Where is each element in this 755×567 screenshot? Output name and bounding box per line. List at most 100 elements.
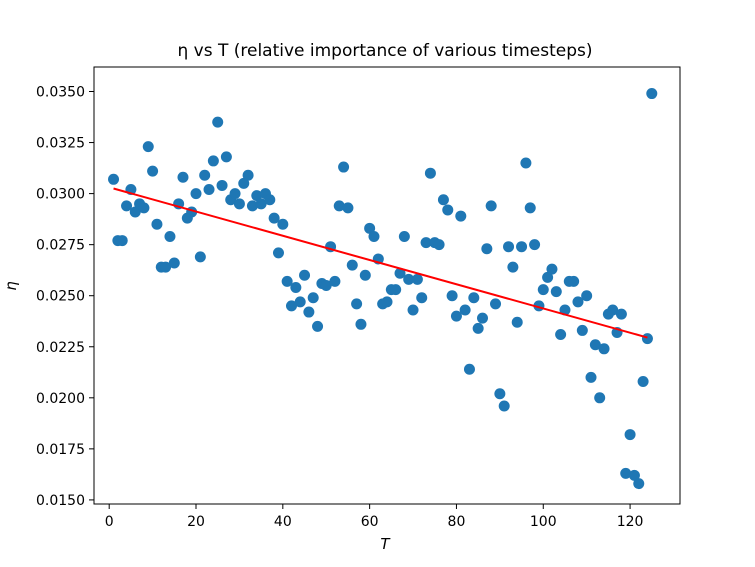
data-point [516, 241, 528, 253]
data-point [450, 310, 462, 322]
x-tick-label: 40 [274, 514, 292, 530]
data-point [333, 200, 345, 212]
data-point [550, 286, 562, 298]
data-point [607, 304, 619, 316]
plot-frame [93, 66, 681, 505]
data-point [507, 261, 519, 273]
data-point [615, 308, 627, 320]
data-point [164, 230, 176, 242]
y-axis: 0.0150 0.0175 0.0200 0.0225 0.0250 0.0275 0.03… [36, 85, 94, 509]
data-point [338, 161, 350, 173]
y-axis-label: η [2, 281, 20, 291]
data-point [281, 275, 293, 287]
data-point [490, 298, 502, 310]
data-point [212, 116, 224, 128]
trend-line [113, 187, 648, 339]
data-point [494, 388, 506, 400]
data-point [633, 478, 645, 490]
data-point [229, 188, 241, 200]
x-axis-label: T [380, 535, 391, 553]
data-point [238, 177, 250, 189]
data-point [203, 184, 215, 196]
data-point [207, 155, 219, 167]
data-point [381, 296, 393, 308]
data-point [589, 339, 601, 351]
data-point [108, 173, 120, 185]
data-point [485, 200, 497, 212]
data-point [416, 292, 428, 304]
data-point [355, 318, 367, 330]
x-tick-label: 120 [617, 514, 644, 530]
data-point [594, 392, 606, 404]
chart-title: η vs T (relative importance of various t… [177, 41, 592, 61]
data-point [437, 194, 449, 206]
data-point [351, 298, 363, 310]
data-point [520, 157, 532, 169]
data-point [637, 375, 649, 387]
data-point [342, 202, 354, 214]
data-point [524, 202, 536, 214]
data-point [142, 141, 154, 153]
data-point [628, 469, 640, 481]
data-point [546, 263, 558, 275]
data-point [277, 218, 289, 230]
data-point [433, 239, 445, 251]
data-point [581, 290, 593, 302]
data-point [459, 304, 471, 316]
data-point [542, 271, 554, 283]
data-point [537, 284, 549, 296]
data-point [403, 273, 415, 285]
data-point [290, 282, 302, 294]
y-tick-label: 0.0300 [36, 187, 85, 203]
data-point [407, 304, 419, 316]
data-point [151, 218, 163, 230]
data-point [329, 275, 341, 287]
data-point [498, 400, 510, 412]
data-point [147, 165, 159, 177]
data-point [555, 329, 567, 341]
data-point [394, 267, 406, 279]
y-tick-label: 0.0200 [36, 391, 85, 407]
data-point [168, 257, 180, 269]
data-point [568, 275, 580, 287]
data-point [463, 363, 475, 375]
data-point [598, 343, 610, 355]
data-point [121, 200, 133, 212]
data-point [138, 202, 150, 214]
data-point [286, 300, 297, 312]
data-point [129, 206, 141, 218]
data-point [477, 312, 488, 324]
y-tick-label: 0.0175 [36, 442, 85, 458]
data-point [576, 324, 588, 336]
y-tick-label: 0.0325 [36, 136, 85, 152]
data-point [220, 151, 232, 163]
data-point [364, 222, 376, 234]
data-point [255, 198, 267, 210]
y-tick-label: 0.0150 [36, 493, 85, 509]
data-point [411, 273, 423, 285]
data-point [390, 284, 402, 296]
data-point [307, 292, 319, 304]
data-point [303, 306, 315, 318]
data-point [233, 198, 245, 210]
data-point [503, 241, 515, 253]
data-point [246, 200, 258, 212]
data-point [242, 169, 254, 181]
data-point [472, 322, 484, 334]
data-point [398, 230, 410, 242]
y-tick-label: 0.0225 [36, 340, 85, 356]
data-point [420, 237, 432, 249]
x-axis: 0 20 40 60 80 100 120 [105, 504, 644, 530]
data-point [572, 296, 584, 308]
data-point [529, 239, 541, 251]
data-point [268, 212, 280, 224]
data-point [116, 235, 128, 247]
x-tick-label: 80 [448, 514, 466, 530]
data-point [346, 259, 358, 271]
data-point [264, 194, 276, 206]
data-point [446, 290, 458, 302]
x-tick-label: 0 [105, 514, 114, 530]
data-point [424, 167, 436, 179]
data-point [294, 296, 306, 308]
